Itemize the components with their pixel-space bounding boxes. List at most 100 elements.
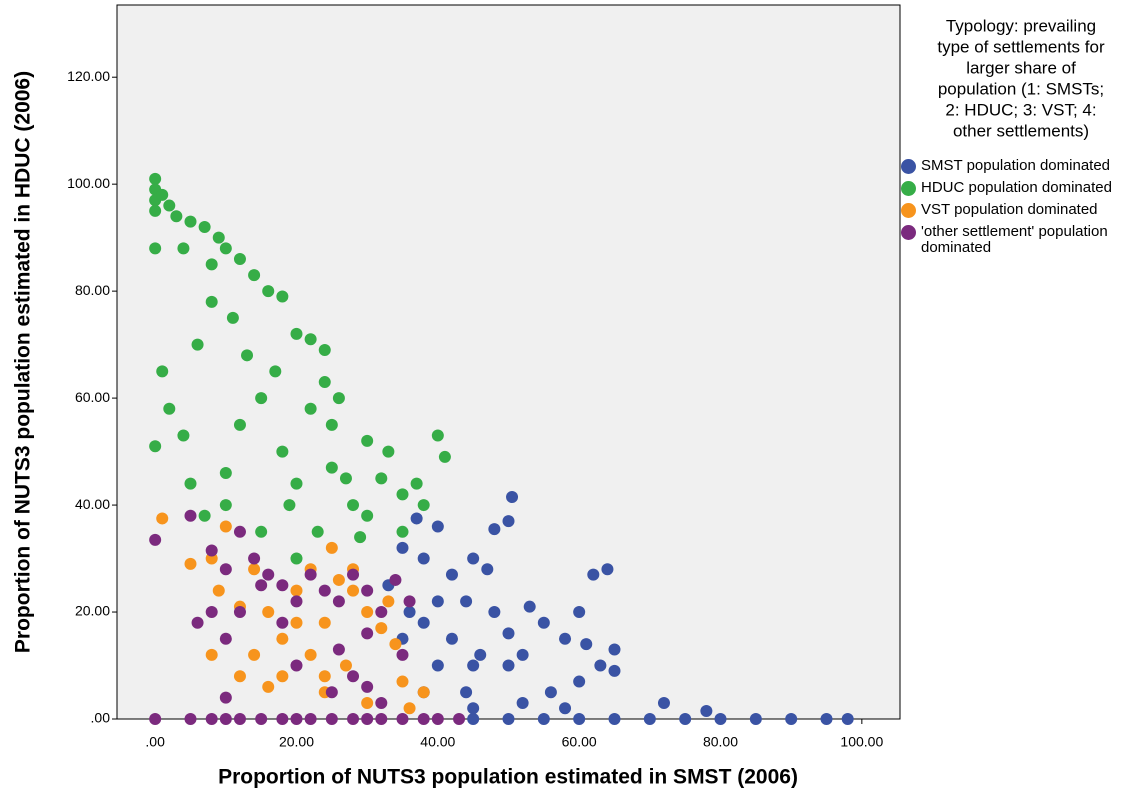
point <box>559 632 572 645</box>
point <box>219 466 232 479</box>
point <box>339 659 352 672</box>
point <box>467 552 480 565</box>
point <box>361 434 374 447</box>
point <box>403 702 416 715</box>
point <box>403 595 416 608</box>
y-tick-label: 120.00 <box>67 68 110 84</box>
point <box>375 472 388 485</box>
point <box>382 595 395 608</box>
point <box>325 686 338 699</box>
point <box>559 702 572 715</box>
point <box>601 563 614 576</box>
point <box>318 670 331 683</box>
point <box>361 713 374 725</box>
point <box>184 215 197 228</box>
point <box>269 365 282 378</box>
point <box>417 686 430 699</box>
point <box>290 595 303 608</box>
y-tick-label: 80.00 <box>75 282 110 298</box>
point <box>523 600 536 613</box>
legend-label: 'other settlement' population dominated <box>921 223 1108 256</box>
point <box>170 210 183 223</box>
point <box>481 563 494 576</box>
point <box>276 713 289 725</box>
point <box>233 525 246 538</box>
point <box>417 552 430 565</box>
point <box>205 606 218 619</box>
point <box>219 499 232 512</box>
point <box>396 541 409 554</box>
point <box>389 573 402 586</box>
point <box>608 713 621 725</box>
point <box>361 627 374 640</box>
point <box>361 680 374 693</box>
point <box>361 584 374 597</box>
point <box>262 568 275 581</box>
point <box>460 686 473 699</box>
point <box>191 616 204 629</box>
point <box>184 509 197 522</box>
point <box>276 632 289 645</box>
y-tick-label: 100.00 <box>67 175 110 191</box>
point <box>205 648 218 661</box>
legend-title: type of settlements for <box>937 37 1105 56</box>
point <box>198 220 211 233</box>
point <box>347 584 360 597</box>
point <box>318 584 331 597</box>
point <box>417 499 430 512</box>
point <box>488 606 501 619</box>
legend-marker <box>901 159 916 174</box>
point <box>608 643 621 656</box>
point <box>537 616 550 629</box>
legend-title: other settlements) <box>953 121 1089 140</box>
point <box>290 552 303 565</box>
point <box>163 402 176 415</box>
x-axis-title: Proportion of NUTS3 population estimated… <box>218 766 798 789</box>
point <box>679 713 692 725</box>
point <box>233 606 246 619</box>
series <box>382 491 854 725</box>
point <box>516 648 529 661</box>
point <box>749 713 762 725</box>
point <box>191 338 204 351</box>
point <box>212 584 225 597</box>
series <box>149 509 466 725</box>
point <box>149 204 162 217</box>
point <box>276 290 289 303</box>
point <box>318 343 331 356</box>
point <box>841 713 854 725</box>
legend: SMST population dominated HDUC population… <box>900 158 1146 262</box>
point <box>290 616 303 629</box>
point <box>205 295 218 308</box>
point <box>304 333 317 346</box>
point <box>516 696 529 709</box>
point <box>283 499 296 512</box>
y-axis-title: Proportion of NUTS3 population estimated… <box>12 71 35 653</box>
point <box>431 429 444 442</box>
point <box>580 638 593 651</box>
point <box>417 713 430 725</box>
point <box>785 713 798 725</box>
point <box>156 365 169 378</box>
point <box>149 242 162 255</box>
point <box>219 691 232 704</box>
point <box>219 713 232 725</box>
point <box>396 525 409 538</box>
point <box>276 579 289 592</box>
point <box>403 606 416 619</box>
point <box>255 525 268 538</box>
point <box>262 606 275 619</box>
point <box>332 595 345 608</box>
point <box>361 509 374 522</box>
point <box>290 584 303 597</box>
point <box>149 440 162 453</box>
point <box>205 713 218 725</box>
legend-title: 2: HDUC; 3: VST; 4: <box>945 100 1096 119</box>
point <box>347 499 360 512</box>
x-tick-label: 20.00 <box>279 734 314 750</box>
legend-label: VST population dominated <box>921 201 1098 218</box>
point <box>361 606 374 619</box>
point <box>537 713 550 725</box>
point <box>375 696 388 709</box>
point <box>325 461 338 474</box>
